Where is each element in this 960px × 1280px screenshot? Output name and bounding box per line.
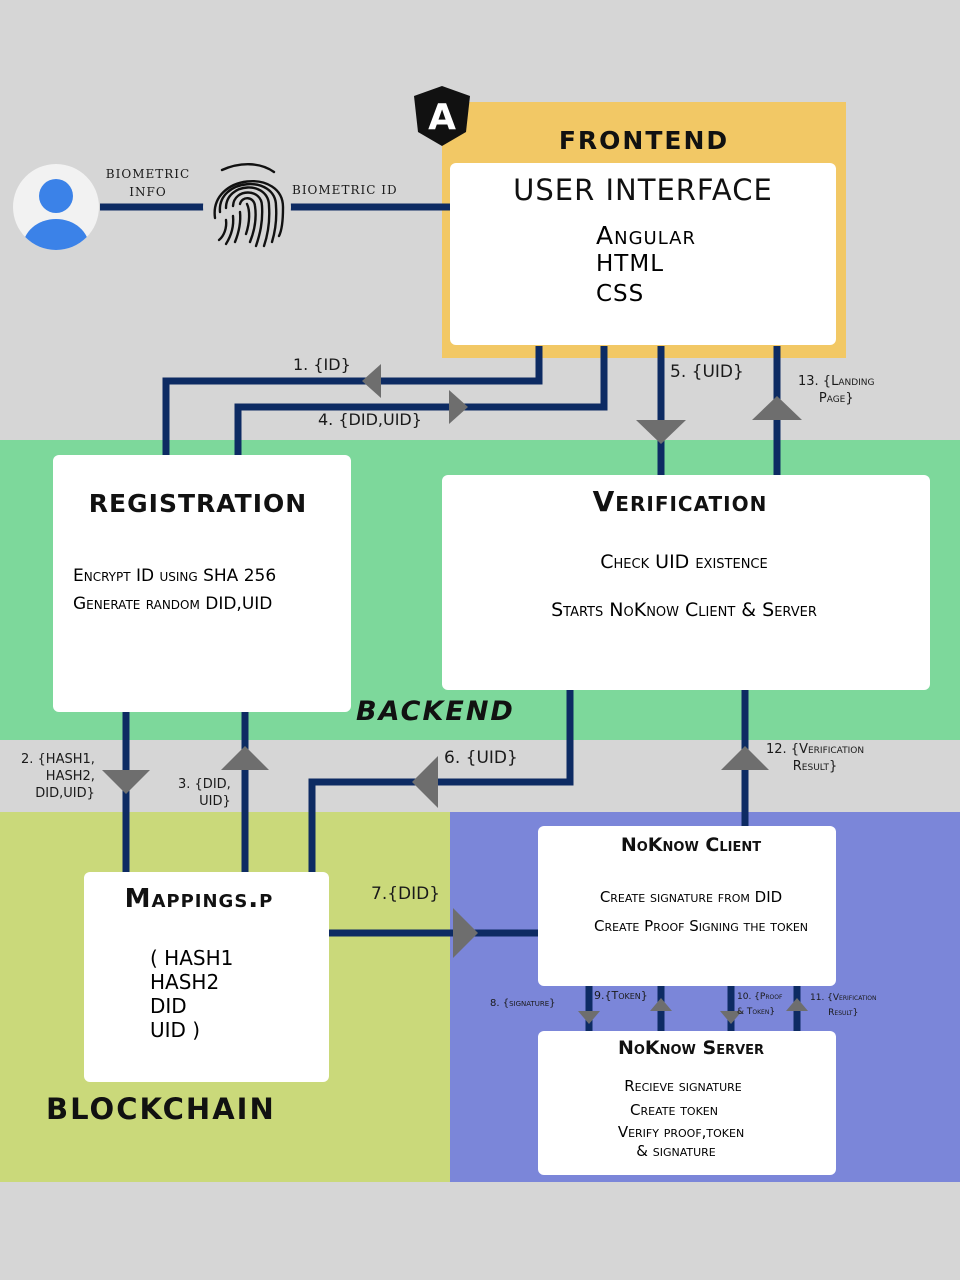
client-item-proof: Create Proof Signing the token xyxy=(593,917,809,935)
arrowhead-3 xyxy=(221,746,269,770)
angular-letter: A xyxy=(428,97,456,138)
arrowhead-4 xyxy=(449,390,468,424)
client-item-signature: Create signature from DID xyxy=(599,888,783,906)
mappings-item-hash1: ( HASH1 xyxy=(150,946,234,970)
arrow-label-4: 4. {DID,UID} xyxy=(318,410,422,429)
noknow-client-title: NoKnow Client xyxy=(620,834,762,856)
biometric-id-label: BIOMETRIC ID xyxy=(292,183,398,197)
server-item-signature: & signature xyxy=(636,1142,716,1160)
verification-item-starts: Starts NoKnow Client & Server xyxy=(551,599,817,621)
mappings-item-did: DID xyxy=(150,994,187,1018)
mappings-title: Mappings.p xyxy=(124,884,274,914)
mappings-item-hash2: HASH2 xyxy=(150,970,220,994)
arrow-label-3: 3. {DID, UID} xyxy=(178,777,231,809)
arrow-label-5: 5. {UID} xyxy=(670,362,744,382)
arrow-label-10: 10. {Proof & Token} xyxy=(737,992,783,1017)
arrow-label-8: 8. {signature} xyxy=(490,998,556,1009)
arrowhead-1 xyxy=(362,364,381,398)
arrow-label-13: 13. {Landing Page} xyxy=(798,374,875,406)
arrow-label-11: 11. {Verification Result} xyxy=(810,993,877,1018)
fingerprint-icon xyxy=(202,160,292,255)
verification-title: Verification xyxy=(592,485,768,518)
connector-6 xyxy=(308,690,574,872)
connector-4 xyxy=(234,346,608,455)
user-avatar-icon xyxy=(12,163,100,251)
verification-box: Verification Check UID existence Starts … xyxy=(442,475,930,690)
server-item-receive: Recieve signature xyxy=(624,1077,742,1095)
arrowhead-2 xyxy=(102,770,150,794)
arrowhead-11 xyxy=(786,998,808,1011)
noknow-client-box: NoKnow Client Create signature from DID … xyxy=(538,826,836,986)
biometric-info-label: BIOMETRIC INFO xyxy=(105,167,191,199)
registration-box: REGISTRATION Encrypt ID using SHA 256 Ge… xyxy=(53,455,351,712)
registration-item-encrypt: Encrypt ID using SHA 256 xyxy=(73,566,277,586)
verification-item-check: Check UID existence xyxy=(600,551,768,573)
arrowhead-6 xyxy=(412,756,438,808)
mappings-item-uid: UID ) xyxy=(150,1018,201,1042)
noknow-server-title: NoKnow Server xyxy=(617,1037,765,1059)
arrowhead-12 xyxy=(721,746,769,770)
arrow-label-12: 12. {Verification Result} xyxy=(766,742,865,774)
server-item-verify: Verify proof,token xyxy=(617,1123,745,1141)
angular-logo-icon: A xyxy=(414,86,470,146)
arrowhead-7 xyxy=(453,908,478,958)
arrowhead-13 xyxy=(752,396,802,420)
connector-1 xyxy=(162,346,543,455)
arrow-label-9: 9.{Token} xyxy=(594,989,648,1002)
registration-title: REGISTRATION xyxy=(88,489,308,518)
arrowhead-10 xyxy=(720,1011,742,1024)
arrowhead-9 xyxy=(650,998,672,1011)
registration-item-generate: Generate random DID,UID xyxy=(73,594,273,614)
mappings-box: Mappings.p ( HASH1 HASH2 DID UID ) xyxy=(84,872,329,1082)
frontend-title: FRONTEND xyxy=(558,126,730,155)
ui-item-html: HTML xyxy=(596,251,665,277)
ui-item-css: CSS xyxy=(596,281,645,307)
arrowhead-5 xyxy=(636,420,686,444)
arrow-label-6: 6. {UID} xyxy=(444,748,518,768)
arrow-label-7: 7.{DID} xyxy=(371,884,441,904)
arrow-label-1: 1. {ID} xyxy=(293,355,351,374)
arrow-label-2: 2. {HASH1, HASH2, DID,UID} xyxy=(21,752,95,801)
backend-title: BACKEND xyxy=(356,696,515,727)
arrowhead-8 xyxy=(578,1011,600,1024)
noknow-server-box: NoKnow Server Recieve signature Create t… xyxy=(538,1031,836,1175)
user-interface-box: USER INTERFACE Angular HTML CSS xyxy=(450,163,836,345)
user-interface-title: USER INTERFACE xyxy=(513,173,773,207)
ui-item-angular: Angular xyxy=(596,221,696,250)
server-item-token: Create token xyxy=(630,1101,718,1119)
blockchain-title: BLOCKCHAIN xyxy=(46,1092,276,1126)
